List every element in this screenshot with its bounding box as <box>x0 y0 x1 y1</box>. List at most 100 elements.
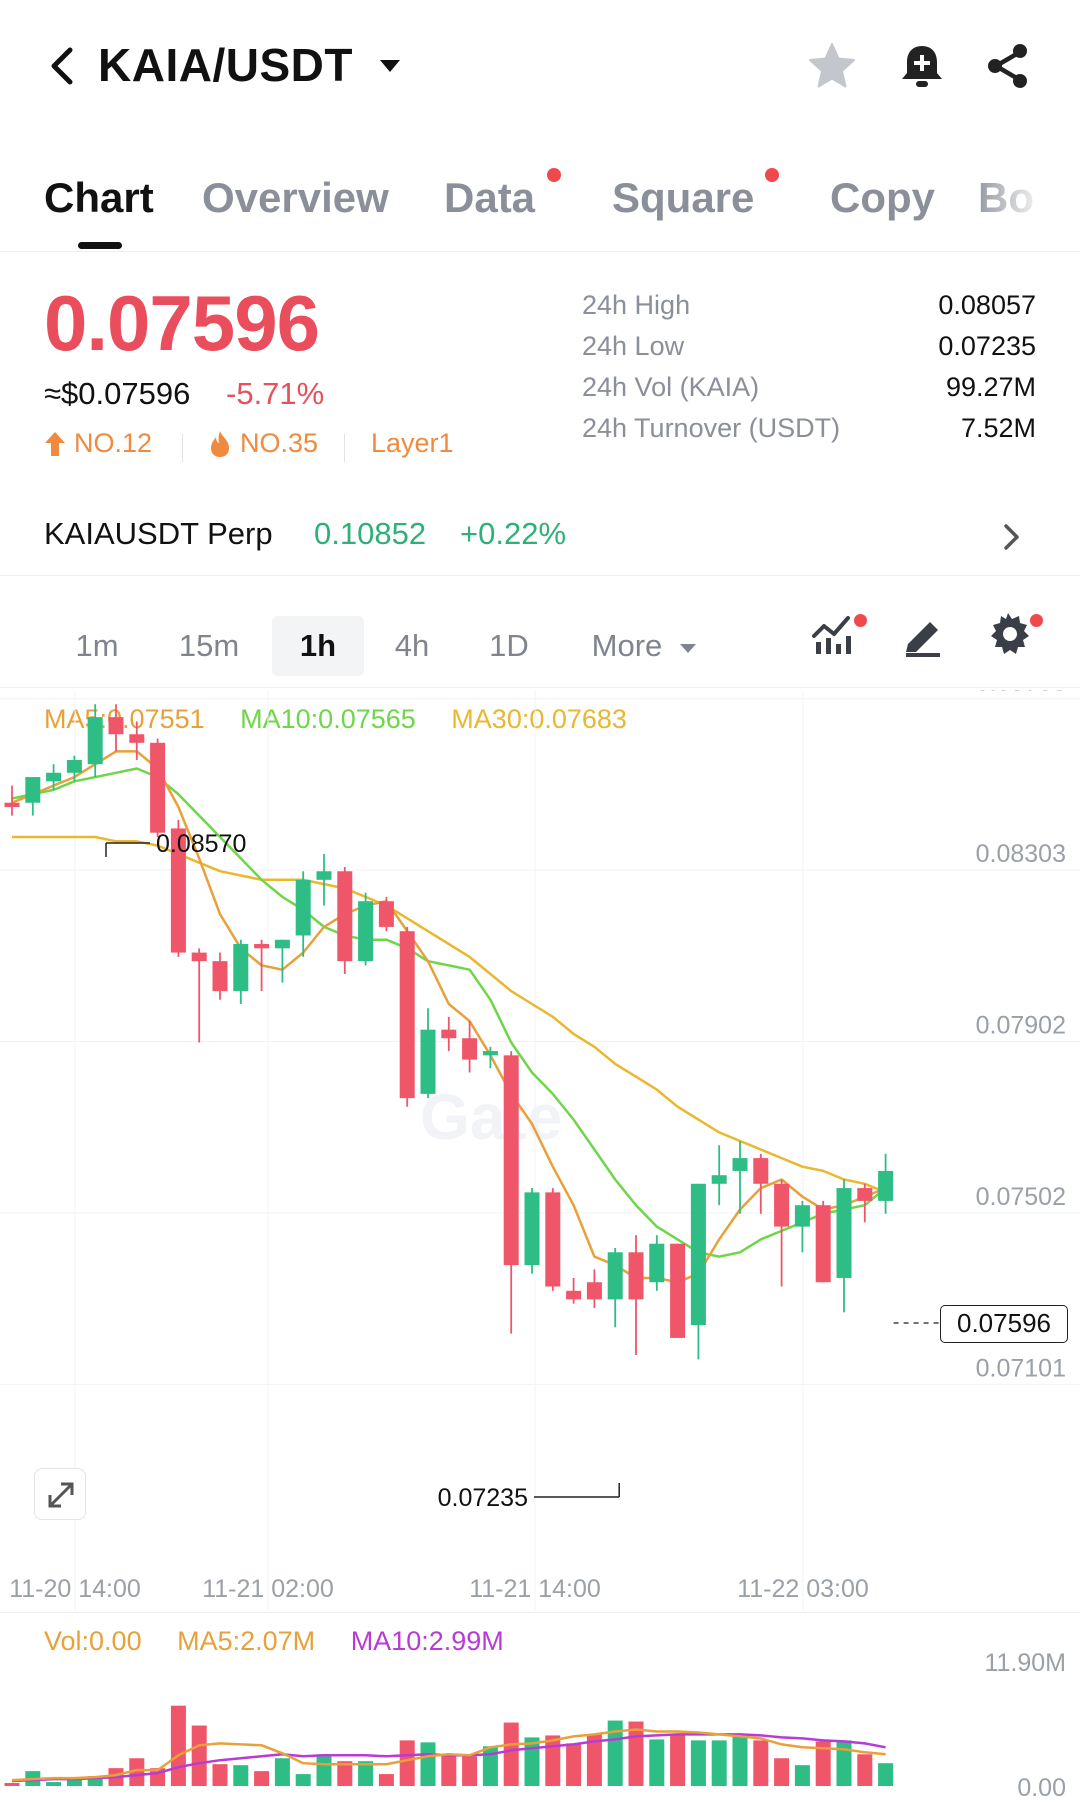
tab-overview[interactable]: Overview <box>202 174 389 221</box>
candle-body <box>503 1055 519 1266</box>
ma5-legend: MA5:0.07551 <box>44 704 205 734</box>
stat-label: 24h Turnover (USDT) <box>582 413 841 443</box>
candle-body <box>524 1192 540 1266</box>
tag-divider <box>344 434 345 462</box>
bell-add-icon[interactable] <box>896 40 948 92</box>
volume-ma-lines <box>11 1728 886 1783</box>
volume-bar <box>566 1743 582 1786</box>
volume-bar <box>399 1740 415 1786</box>
stat-value: 0.07235 <box>938 331 1036 361</box>
volume-bar <box>316 1754 332 1786</box>
y-tick-label: 0.08703 <box>976 690 1066 697</box>
chevron-right-icon[interactable] <box>998 520 1024 554</box>
volume-bar <box>607 1720 623 1786</box>
last-price: 0.07596 <box>44 279 320 367</box>
volume-bar <box>420 1742 436 1786</box>
tab-copy[interactable]: Copy <box>830 174 935 221</box>
share-icon[interactable] <box>982 40 1034 92</box>
volume-bar <box>191 1725 207 1786</box>
candle-body <box>420 1029 436 1094</box>
settings-notification-dot <box>1030 614 1043 627</box>
indicators-notification-dot <box>854 614 867 627</box>
interval-15m[interactable]: 15m <box>178 628 240 663</box>
x-tick-label: 11-21 02:00 <box>202 1575 334 1603</box>
volume-bar <box>815 1741 831 1786</box>
interval-1m[interactable]: 1m <box>75 628 119 663</box>
y-tick-label: 0.07101 <box>976 1355 1066 1383</box>
x-tick-label: 11-20 14:00 <box>9 1575 141 1603</box>
candlestick-chart[interactable]: 0.08703 0.08303 0.07902 0.07502 0.07101 11-2… <box>0 690 1080 1801</box>
x-axis-ticks: 11-20 14:00 11-21 02:00 11-21 14:00 11-22 0… <box>9 1575 869 1603</box>
volume-bar <box>545 1735 561 1786</box>
fullscreen-button[interactable] <box>34 1468 86 1520</box>
current-price-marker: 0.07596 <box>940 1305 1068 1343</box>
volume-bar <box>170 1705 186 1786</box>
candle-body <box>794 1205 810 1227</box>
stat-value: 0.08057 <box>938 290 1036 320</box>
y-axis-ticks: 0.08703 0.08303 0.07902 0.07502 0.07101 <box>976 690 1066 1383</box>
perp-contract-row[interactable]: KAIAUSDT Perp 0.10852 +0.22% <box>0 502 1080 576</box>
volume-bar <box>441 1754 457 1786</box>
candle-body <box>774 1183 790 1227</box>
tab-chart[interactable]: Chart <box>44 174 154 221</box>
tab-square-notification-dot <box>765 168 779 182</box>
tag-rank-gainers[interactable]: NO.12 <box>74 428 153 458</box>
pair-title[interactable]: KAIA/USDT <box>98 39 353 91</box>
candle-body <box>482 1051 498 1056</box>
candle-body <box>25 777 41 803</box>
vol-ma5-legend: MA5:2.07M <box>177 1626 316 1656</box>
interval-4h[interactable]: 4h <box>394 628 430 663</box>
top-tabs: Chart Overview Data Square Copy Bo <box>0 160 1080 252</box>
interval-1h[interactable]: 1h <box>272 616 364 676</box>
candle-body <box>878 1170 894 1201</box>
volume-bar <box>753 1740 769 1786</box>
interval-more[interactable]: More <box>591 628 663 663</box>
gate-watermark: Gate <box>420 1081 563 1153</box>
candle-body <box>690 1183 706 1326</box>
tab-square[interactable]: Square <box>612 174 755 221</box>
interval-1d[interactable]: 1D <box>489 628 529 663</box>
volume-bar <box>129 1758 145 1786</box>
vol-ma10-legend: MA10:2.99M <box>350 1626 504 1656</box>
stat-24h-high: 24h High 0.08057 <box>582 290 1036 331</box>
candle-body <box>545 1192 561 1287</box>
volume-bar <box>233 1765 249 1786</box>
candle-body <box>150 742 166 833</box>
volume-bar <box>774 1758 790 1786</box>
candle-body <box>46 772 62 782</box>
tag-category-layer1[interactable]: Layer1 <box>371 428 454 458</box>
y-tick-label: 0.08303 <box>976 840 1066 868</box>
volume-bar <box>358 1761 374 1786</box>
candle-body <box>836 1188 852 1278</box>
ma-lines <box>11 750 887 1284</box>
candle-body <box>441 1029 457 1039</box>
candle-body <box>66 759 82 773</box>
volume-bar <box>794 1765 810 1786</box>
x-tick-label: 11-21 14:00 <box>469 1575 601 1603</box>
ma30-legend: MA30:0.07683 <box>451 704 627 734</box>
candle-body <box>857 1188 873 1201</box>
settings-icon[interactable] <box>984 610 1032 658</box>
vol-legend: Vol:0.00 <box>44 1626 142 1656</box>
volume-axis-ticks: 11.90M 0.00 <box>984 1649 1066 1801</box>
draw-icon[interactable] <box>900 610 948 658</box>
back-arrow-icon[interactable] <box>44 44 80 88</box>
perp-price: 0.10852 <box>314 516 427 551</box>
ma10-legend: MA10:0.07565 <box>240 704 416 734</box>
volume-bar <box>836 1740 852 1786</box>
stat-label: 24h High <box>582 290 691 320</box>
volume-bar <box>462 1756 478 1786</box>
tab-data[interactable]: Data <box>444 174 536 221</box>
more-dropdown-caret-icon[interactable] <box>680 644 696 653</box>
tag-rank-hot[interactable]: NO.35 <box>240 428 319 458</box>
pair-dropdown-caret-icon[interactable] <box>380 60 400 72</box>
up-arrow-icon <box>45 432 65 456</box>
candle-body <box>815 1205 831 1283</box>
indicators-icon[interactable] <box>810 610 858 658</box>
high-low-markers: 0.08570 0.07235 <box>105 830 940 1512</box>
volume-bar <box>857 1754 873 1786</box>
star-icon[interactable] <box>806 40 858 92</box>
stat-label: 24h Vol (KAIA) <box>582 372 760 402</box>
stat-24h-turnover: 24h Turnover (USDT) 7.52M <box>582 413 1036 454</box>
candle-body <box>358 901 374 962</box>
